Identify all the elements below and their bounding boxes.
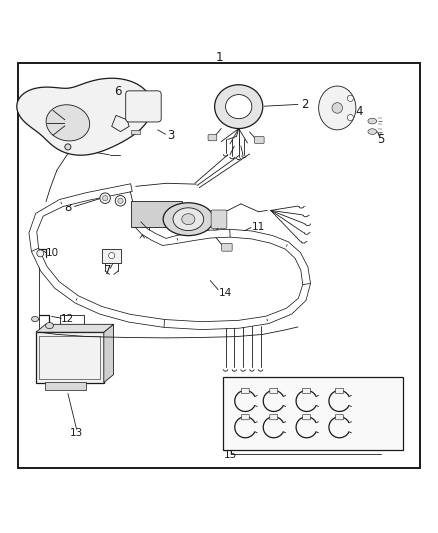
Text: 7: 7 [103, 264, 111, 277]
FancyBboxPatch shape [126, 91, 161, 122]
Circle shape [109, 253, 115, 259]
FancyBboxPatch shape [270, 388, 278, 393]
Ellipse shape [32, 317, 39, 322]
FancyBboxPatch shape [241, 388, 249, 393]
Text: 3: 3 [167, 128, 174, 142]
Text: 15: 15 [223, 450, 237, 460]
Circle shape [347, 115, 353, 120]
Text: 10: 10 [46, 248, 59, 259]
Ellipse shape [226, 94, 252, 119]
FancyBboxPatch shape [270, 415, 278, 420]
Polygon shape [104, 324, 113, 383]
Text: 13: 13 [70, 428, 83, 438]
FancyBboxPatch shape [254, 136, 264, 143]
FancyBboxPatch shape [303, 388, 311, 393]
Bar [39, 336, 100, 379]
Text: 1: 1 [215, 51, 223, 63]
Ellipse shape [173, 208, 204, 231]
Ellipse shape [182, 214, 195, 225]
Ellipse shape [46, 322, 53, 329]
Circle shape [37, 250, 44, 257]
Text: 9: 9 [211, 221, 219, 233]
Polygon shape [112, 115, 129, 132]
Circle shape [65, 144, 71, 150]
Text: 8: 8 [64, 201, 71, 214]
Text: 4: 4 [355, 104, 363, 117]
FancyBboxPatch shape [303, 415, 311, 420]
Ellipse shape [368, 118, 377, 124]
Circle shape [115, 196, 126, 206]
Text: 12: 12 [61, 314, 74, 324]
FancyBboxPatch shape [131, 130, 140, 134]
Bar [36, 332, 104, 383]
Polygon shape [36, 324, 113, 332]
Ellipse shape [368, 129, 377, 134]
Text: 11: 11 [252, 222, 265, 232]
Circle shape [100, 193, 110, 204]
FancyBboxPatch shape [102, 249, 121, 263]
Circle shape [102, 196, 108, 201]
Ellipse shape [215, 85, 263, 128]
Circle shape [118, 198, 123, 204]
Text: 5: 5 [378, 133, 385, 146]
Ellipse shape [318, 86, 356, 130]
FancyBboxPatch shape [241, 415, 249, 420]
Ellipse shape [163, 203, 214, 236]
Text: 2: 2 [300, 98, 308, 111]
FancyBboxPatch shape [336, 388, 343, 393]
FancyBboxPatch shape [45, 382, 86, 391]
FancyBboxPatch shape [208, 135, 217, 141]
FancyBboxPatch shape [336, 415, 343, 420]
Ellipse shape [46, 105, 90, 141]
FancyBboxPatch shape [222, 243, 232, 251]
FancyBboxPatch shape [211, 210, 227, 229]
Polygon shape [17, 78, 152, 155]
Text: 14: 14 [219, 288, 232, 298]
Circle shape [347, 95, 353, 101]
FancyBboxPatch shape [131, 201, 182, 227]
Text: 6: 6 [114, 85, 122, 98]
Circle shape [332, 103, 343, 113]
Bar [223, 377, 403, 449]
